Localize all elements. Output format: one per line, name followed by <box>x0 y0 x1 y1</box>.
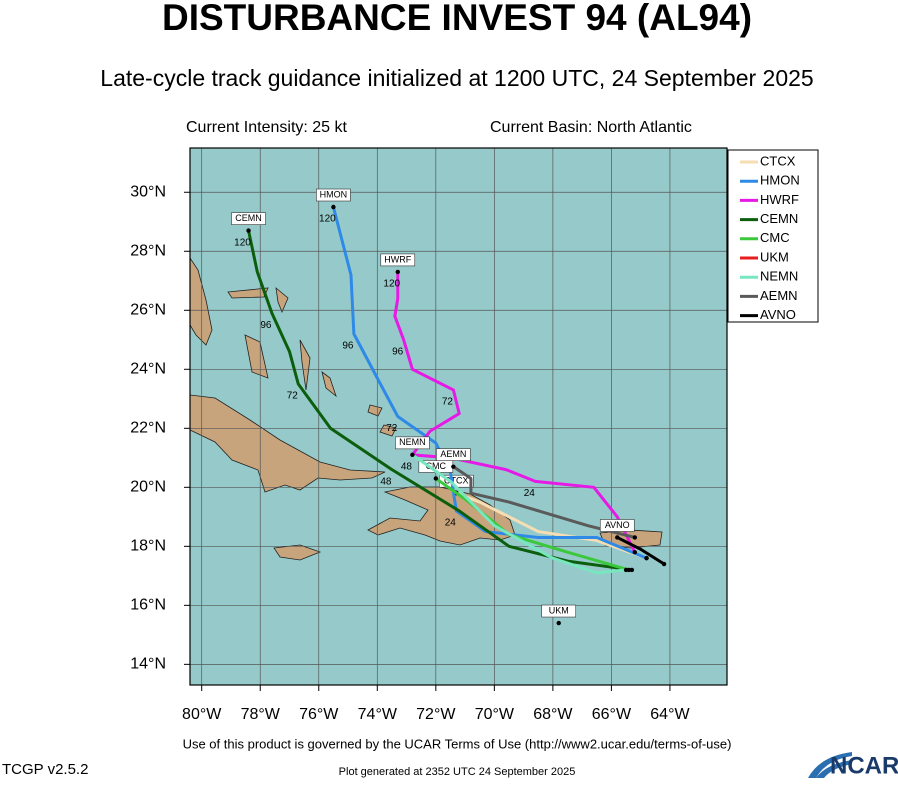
track-tag: HWRF <box>384 254 411 264</box>
track-tag-box <box>541 604 577 618</box>
track-point <box>331 204 336 210</box>
footer: Use of this product is governed by the U… <box>183 736 732 751</box>
hour-label: 120 <box>234 237 251 248</box>
y-tick-label: 18°N <box>130 538 166 555</box>
title: DISTURBANCE INVEST 94 (AL94) <box>162 0 752 38</box>
track-tag: AEMN <box>440 449 466 459</box>
x-tick-label: 70°W <box>475 706 515 723</box>
track-tag: CTCX <box>444 476 469 486</box>
track-tag: CEMN <box>235 213 262 223</box>
track-point <box>615 535 620 540</box>
hour-label: 96 <box>392 346 404 357</box>
hour-label: 120 <box>319 214 336 225</box>
hour-label: 24 <box>524 488 536 499</box>
y-tick-label: 16°N <box>130 597 166 614</box>
x-tick-label: 80°W <box>182 706 222 723</box>
subtitle: Late-cycle track guidance initialized at… <box>100 65 813 91</box>
legend-label: AEMN <box>760 288 798 303</box>
track-tag: CMC <box>426 461 447 471</box>
hour-label: 72 <box>287 391 299 402</box>
track-point <box>451 464 456 469</box>
track-point <box>661 561 667 567</box>
track-line <box>452 465 636 539</box>
hour-label: 24 <box>445 518 457 529</box>
track-tag-box <box>599 519 635 532</box>
track-line <box>247 230 633 572</box>
legend-label: HMON <box>760 173 800 188</box>
x-tick-label: 66°W <box>592 706 632 723</box>
basin: Current Basin: North Atlantic <box>490 119 692 136</box>
intensity: Current Intensity: 25 kt <box>186 119 348 136</box>
track-point <box>632 535 638 540</box>
hour-label: 48 <box>380 476 392 487</box>
hour-label: 72 <box>386 423 398 434</box>
hour-label: 96 <box>342 341 354 352</box>
y-tick-label: 28°N <box>130 242 166 259</box>
hour-label: 72 <box>442 397 454 408</box>
y-tick-label: 14°N <box>130 656 166 673</box>
track-point <box>410 452 415 458</box>
track-tag-box <box>380 253 416 267</box>
x-tick-label: 78°W <box>241 706 281 723</box>
track-point <box>246 228 251 233</box>
y-tick-label: 24°N <box>130 361 166 378</box>
legend <box>727 149 819 323</box>
track-point <box>433 476 439 481</box>
track-tag: NEMN <box>399 437 426 447</box>
version: TCGP v2.5.2 <box>2 761 88 778</box>
y-tick-label: 22°N <box>130 420 166 437</box>
tracks: CTCX 24 72 96 120 HMON 24 48 72 96 120 HWRF 48 72 96 12… <box>231 188 667 626</box>
legend-label: CTCX <box>760 153 796 168</box>
track-line <box>411 453 627 575</box>
y-tick-label: 30°N <box>130 183 166 200</box>
y-tick-label: 20°N <box>130 479 166 496</box>
legend-label: HWRF <box>760 192 799 207</box>
track-tag: HMON <box>320 189 348 199</box>
track-tag-box <box>316 188 351 202</box>
legend-label: NEMN <box>760 269 798 284</box>
map-background <box>190 148 727 685</box>
legend-label: CMC <box>760 230 790 245</box>
x-tick-label: 64°W <box>650 706 690 723</box>
track-point <box>395 269 400 275</box>
x-tick-label: 72°W <box>416 706 456 723</box>
x-tick-label: 76°W <box>299 706 339 723</box>
logo: NCAR <box>830 752 898 779</box>
legend-label: UKM <box>760 249 789 264</box>
legend-label: AVNO <box>760 307 796 322</box>
track-tag: UKM <box>549 605 569 615</box>
track-line <box>455 491 648 560</box>
track-point <box>556 620 561 626</box>
hour-label: 120 <box>383 279 400 290</box>
track-point <box>644 555 649 561</box>
track-tag-box <box>436 448 471 461</box>
hour-label: 48 <box>401 461 413 472</box>
track-tag-box <box>395 436 430 450</box>
x-tick-label: 68°W <box>533 706 573 723</box>
track-point <box>623 567 629 573</box>
track-tag: AVNO <box>605 520 630 530</box>
y-tick-label: 26°N <box>130 301 166 318</box>
generated: Plot generated at 2352 UTC 24 September … <box>339 766 576 778</box>
legend-label: CEMN <box>760 211 798 226</box>
hour-label: 96 <box>260 320 272 331</box>
track-point <box>632 550 638 555</box>
map-frame <box>189 147 728 686</box>
track-line <box>393 271 637 553</box>
logo-mark <box>808 752 852 778</box>
x-tick-label: 74°W <box>358 706 398 723</box>
track-line <box>616 536 665 566</box>
track-tag-box <box>231 212 266 225</box>
